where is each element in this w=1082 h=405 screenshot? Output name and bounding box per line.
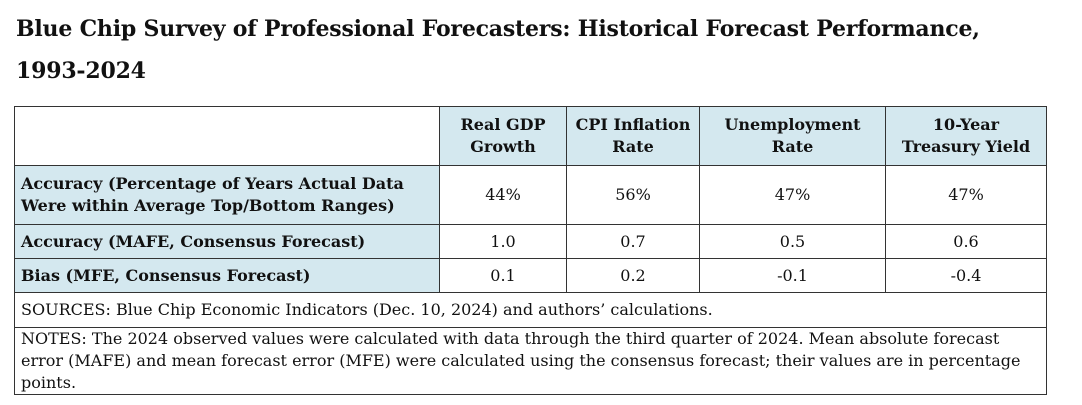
column-header-unemployment: Unemployment Rate xyxy=(699,106,886,166)
column-header-treasury: 10-Year Treasury Yield xyxy=(885,106,1047,166)
table-cell: -0.4 xyxy=(885,258,1047,293)
table-cell: 0.2 xyxy=(566,258,700,293)
sources-note: SOURCES: Blue Chip Economic Indicators (… xyxy=(14,292,1047,328)
row-label: Accuracy (MAFE, Consensus Forecast) xyxy=(14,224,440,259)
corner-cell xyxy=(14,106,440,166)
notes-text: NOTES: The 2024 observed values were cal… xyxy=(14,327,1047,395)
column-header-gdp: Real GDP Growth xyxy=(439,106,567,166)
header-row: Real GDP Growth CPI Inflation Rate Unemp… xyxy=(14,106,1047,166)
table-cell: 0.6 xyxy=(885,224,1047,259)
sources-row: SOURCES: Blue Chip Economic Indicators (… xyxy=(14,292,1047,328)
table-row: Accuracy (MAFE, Consensus Forecast) 1.0 … xyxy=(14,224,1047,259)
notes-row: NOTES: The 2024 observed values were cal… xyxy=(14,327,1047,395)
table-cell: 0.1 xyxy=(439,258,567,293)
row-label: Accuracy (Percentage of Years Actual Dat… xyxy=(14,165,440,225)
table-cell: 56% xyxy=(566,165,700,225)
table-cell: 0.7 xyxy=(566,224,700,259)
table-cell: 0.5 xyxy=(699,224,886,259)
row-label: Bias (MFE, Consensus Forecast) xyxy=(14,258,440,293)
table-cell: 44% xyxy=(439,165,567,225)
table-row: Accuracy (Percentage of Years Actual Dat… xyxy=(14,165,1047,225)
table-cell: 47% xyxy=(885,165,1047,225)
table-title: Blue Chip Survey of Professional Forecas… xyxy=(16,16,980,84)
column-header-cpi: CPI Inflation Rate xyxy=(566,106,700,166)
table-cell: 1.0 xyxy=(439,224,567,259)
table-cell: 47% xyxy=(699,165,886,225)
table-row: Bias (MFE, Consensus Forecast) 0.1 0.2 -… xyxy=(14,258,1047,293)
table-cell: -0.1 xyxy=(699,258,886,293)
forecast-performance-table: Real GDP Growth CPI Inflation Rate Unemp… xyxy=(14,106,1047,395)
